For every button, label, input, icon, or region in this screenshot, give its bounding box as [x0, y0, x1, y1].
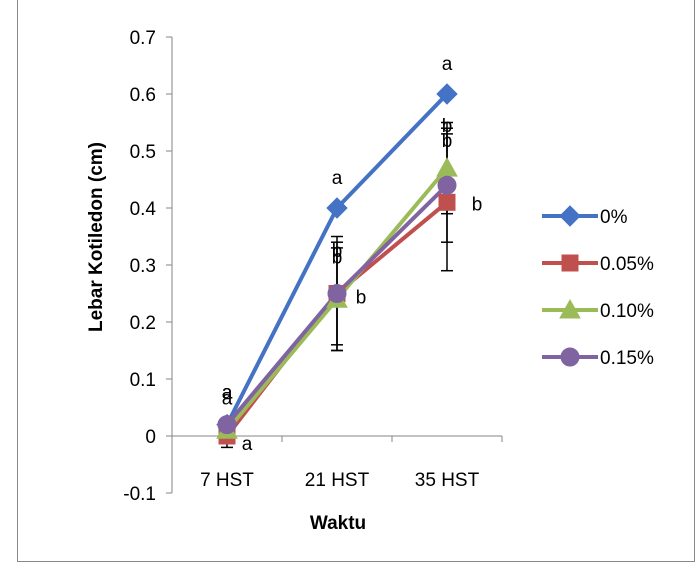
- y-tick-label: 0.5: [130, 142, 156, 163]
- y-tick-label: 0.4: [130, 199, 157, 220]
- y-tick-label: 0.6: [130, 85, 156, 106]
- chart-frame: [17, 0, 695, 562]
- data-point: [436, 83, 458, 105]
- series-markers: [216, 83, 458, 445]
- y-tick-label: -0.1: [123, 484, 156, 505]
- x-tick-label: 21 HST: [305, 470, 370, 491]
- x-axis-title: Waktu: [310, 513, 366, 534]
- significance-label: a: [222, 383, 233, 404]
- legend-marker: [559, 298, 581, 319]
- significance-label: b: [442, 116, 453, 137]
- axes: -0.1 0 0.1 0.2 0.3 0.4 0.5 0.6 0.7 7 HST 21 HST 35 …: [123, 28, 503, 505]
- significance-label: b: [442, 131, 453, 152]
- data-point: [326, 197, 348, 219]
- x-tick-label: 35 HST: [415, 470, 480, 491]
- significance-label: a: [242, 434, 253, 455]
- significance-label: a: [222, 388, 233, 409]
- data-point: [437, 175, 457, 195]
- data-point: [438, 193, 456, 211]
- significance-label: b: [332, 248, 343, 269]
- legend-label: 0%: [600, 207, 628, 228]
- legend-label: 0.15%: [600, 348, 654, 369]
- significance-label: b: [356, 288, 367, 309]
- y-tick-label: 0.3: [130, 256, 156, 277]
- data-point: [436, 157, 458, 177]
- data-point: [217, 415, 237, 435]
- legend-label: 0.05%: [600, 254, 654, 275]
- legend: 0% 0.05% 0.10% 0.15%: [542, 205, 654, 369]
- data-point: [327, 284, 347, 303]
- significance-label: b: [472, 194, 483, 215]
- x-tick-label: 7 HST: [200, 470, 254, 491]
- legend-label: 0.10%: [600, 301, 654, 322]
- y-tick-label: 0.7: [130, 28, 156, 49]
- y-tick-label: 0.1: [130, 370, 156, 391]
- y-tick-label: 0.2: [130, 313, 156, 334]
- legend-marker: [561, 254, 579, 272]
- y-tick-label: 0: [145, 427, 156, 448]
- significance-label: a: [442, 54, 453, 75]
- significance-label: b: [332, 241, 343, 262]
- legend-marker: [559, 205, 581, 227]
- legend-marker: [560, 347, 580, 367]
- y-axis-title: Lebar Kotiledon (cm): [86, 142, 107, 332]
- significance-label: a: [332, 168, 343, 189]
- significance-label: a: [222, 383, 233, 404]
